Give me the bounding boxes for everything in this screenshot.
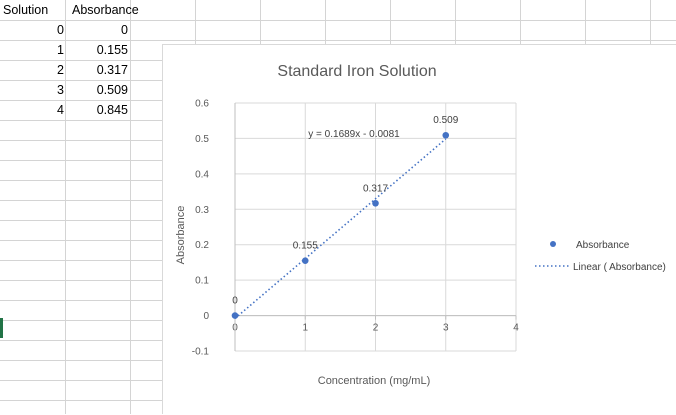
y-tick-label: 0 xyxy=(203,311,209,322)
data-label: 0.509 xyxy=(433,115,458,126)
y-tick-label: 0.1 xyxy=(195,276,209,287)
cell-solution[interactable]: 4 xyxy=(57,103,64,117)
cell-solution[interactable]: 0 xyxy=(57,23,64,37)
data-labels: 0 0.155 0.317 0.509 xyxy=(232,115,458,306)
x-tick-label: 4 xyxy=(513,323,519,334)
y-tick-label: 0.4 xyxy=(195,169,209,180)
cell-solution[interactable]: 3 xyxy=(57,83,64,97)
y-axis-ticks: -0.1 0 0.1 0.2 0.3 0.4 0.5 0.6 xyxy=(192,99,210,358)
trendline xyxy=(234,138,447,320)
x-axis-title: Concentration (mg/mL) xyxy=(318,375,431,387)
chart-area[interactable]: Standard Iron Solution -0.1 0 0.1 0.2 0.3 0.4… xyxy=(162,44,676,414)
cell-solution[interactable]: 1 xyxy=(57,43,64,57)
y-tick-label: 0.3 xyxy=(195,205,209,216)
y-axis-title: Absorbance xyxy=(175,206,187,265)
y-tick-label: 0.5 xyxy=(195,134,209,145)
cell-absorbance[interactable]: 0 xyxy=(121,23,128,37)
y-tick-label: -0.1 xyxy=(192,347,210,358)
x-tick-label: 1 xyxy=(302,323,308,334)
x-tick-label: 3 xyxy=(443,323,449,334)
cell-absorbance[interactable]: 0.317 xyxy=(96,63,128,77)
legend-label-absorbance: Absorbance xyxy=(576,240,630,251)
cell-solution[interactable]: 2 xyxy=(57,63,64,77)
data-point[interactable] xyxy=(372,199,379,207)
equation-label: y = 0.1689x - 0.0081 xyxy=(308,129,400,140)
cell-absorbance[interactable]: 0.155 xyxy=(96,43,128,57)
chart-title: Standard Iron Solution xyxy=(277,63,436,80)
cell-absorbance[interactable]: 0.509 xyxy=(96,83,128,97)
data-label: 0.155 xyxy=(293,241,318,252)
plot-gridlines xyxy=(234,102,517,352)
series-absorbance[interactable] xyxy=(231,131,450,319)
x-tick-label: 2 xyxy=(373,323,379,334)
y-tick-label: 0.2 xyxy=(195,240,209,251)
axis-lines xyxy=(234,103,516,351)
legend-marker-absorbance xyxy=(550,241,556,247)
x-axis-ticks: 01234 xyxy=(232,315,519,334)
header-cell-absorbance[interactable]: Absorbance xyxy=(72,3,139,17)
data-label: 0.317 xyxy=(363,183,388,194)
header-cell-solution[interactable]: Solution xyxy=(3,3,49,17)
data-point[interactable] xyxy=(301,257,309,264)
data-label: 0 xyxy=(232,296,238,307)
legend-label-linear: Linear ( Absorbance) xyxy=(573,262,666,273)
cell-absorbance[interactable]: 0.845 xyxy=(96,103,128,117)
data-point[interactable] xyxy=(442,131,450,139)
y-tick-label: 0.6 xyxy=(195,99,209,110)
legend[interactable]: Absorbance Linear ( Absorbance) xyxy=(535,240,666,273)
active-row-marker xyxy=(0,318,3,338)
data-point[interactable] xyxy=(231,312,239,319)
